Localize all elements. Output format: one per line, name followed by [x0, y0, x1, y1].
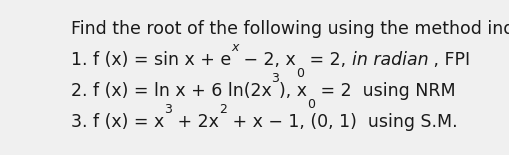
Text: 0: 0 [296, 67, 304, 80]
Text: = 2  using NRM: = 2 using NRM [316, 82, 456, 100]
Text: in radian: in radian [352, 51, 429, 69]
Text: 2: 2 [219, 103, 227, 116]
Text: + 2x: + 2x [172, 113, 219, 131]
Text: + x − 1, (0, 1)  using S.M.: + x − 1, (0, 1) using S.M. [227, 113, 457, 131]
Text: x: x [231, 41, 238, 54]
Text: ), x: ), x [279, 82, 307, 100]
Text: 2. f (x) = ln x + 6 ln(2x: 2. f (x) = ln x + 6 ln(2x [71, 82, 271, 100]
Text: 3: 3 [164, 103, 172, 116]
Text: 3. f (x) = x: 3. f (x) = x [71, 113, 164, 131]
Text: , FPI: , FPI [429, 51, 470, 69]
Text: 3: 3 [271, 72, 279, 85]
Text: − 2, x: − 2, x [238, 51, 296, 69]
Text: Find the root of the following using the method indicated. |: Find the root of the following using the… [71, 20, 509, 38]
Text: 0: 0 [307, 98, 316, 111]
Text: = 2,: = 2, [304, 51, 352, 69]
Text: 1. f (x) = sin x + e: 1. f (x) = sin x + e [71, 51, 231, 69]
